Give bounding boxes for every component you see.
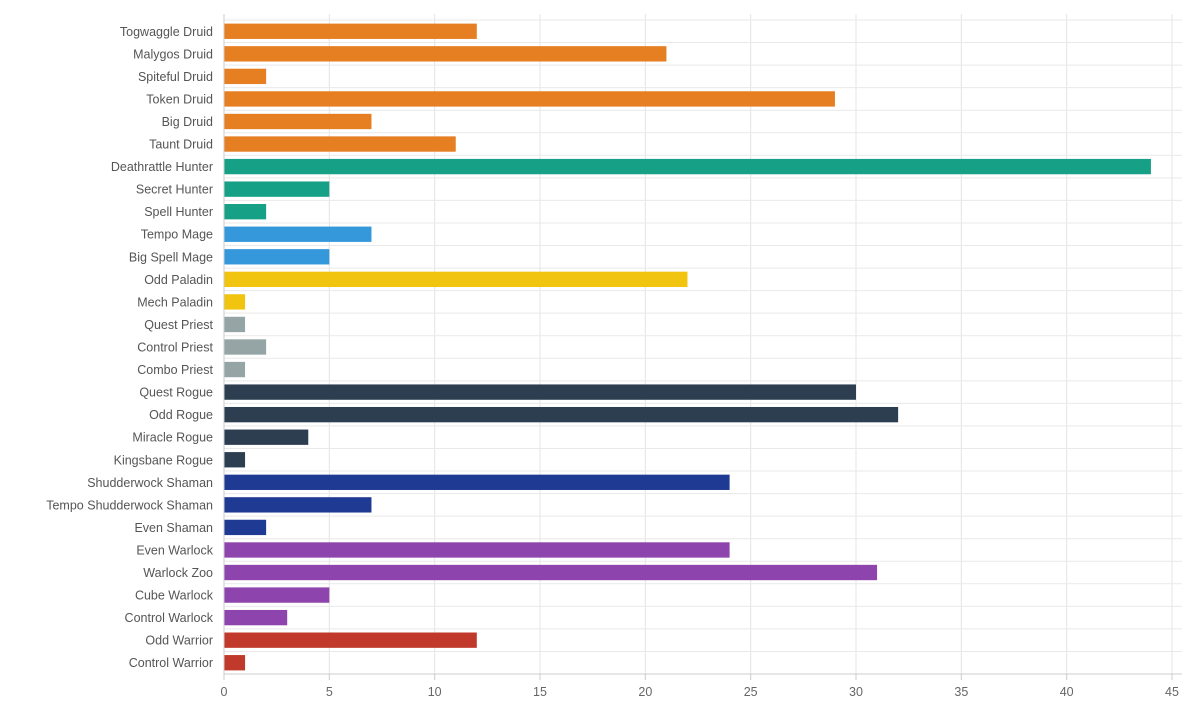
category-label: Tempo Mage	[141, 228, 213, 242]
category-label: Combo Priest	[137, 363, 213, 377]
bar[interactable]	[224, 655, 246, 671]
bar[interactable]	[224, 226, 372, 242]
bar[interactable]	[224, 339, 267, 355]
category-label: Cube Warlock	[135, 589, 214, 603]
x-tick-label: 0	[221, 685, 228, 699]
category-label: Taunt Druid	[149, 138, 213, 152]
bar[interactable]	[224, 609, 288, 626]
category-label: Spiteful Druid	[138, 70, 213, 84]
bar[interactable]	[224, 474, 730, 490]
category-label: Mech Paladin	[137, 295, 213, 309]
bar[interactable]	[224, 429, 309, 445]
category-label: Token Druid	[146, 92, 213, 106]
category-label: Control Warrior	[129, 656, 213, 670]
bar[interactable]	[224, 249, 330, 265]
category-label: Spell Hunter	[144, 205, 213, 219]
x-tick-label: 35	[954, 685, 968, 699]
bar[interactable]	[224, 46, 667, 62]
bar[interactable]	[224, 452, 246, 468]
bar[interactable]	[224, 564, 878, 581]
axes	[223, 14, 1182, 680]
bar[interactable]	[224, 136, 456, 152]
bar[interactable]	[224, 406, 899, 423]
category-label: Big Spell Mage	[129, 250, 213, 264]
category-label: Even Shaman	[134, 521, 213, 535]
bar[interactable]	[224, 361, 246, 378]
bars	[224, 23, 1151, 671]
bar[interactable]	[224, 113, 372, 130]
bar[interactable]	[224, 316, 246, 333]
x-tick-label: 25	[744, 685, 758, 699]
category-label: Malygos Druid	[133, 47, 213, 61]
category-label: Control Warlock	[125, 611, 214, 625]
category-label: Quest Rogue	[139, 386, 213, 400]
category-label: Control Priest	[137, 341, 213, 355]
bar[interactable]	[224, 632, 477, 648]
category-label: Shudderwock Shaman	[87, 476, 213, 490]
bar[interactable]	[224, 68, 267, 85]
category-label: Big Druid	[162, 115, 213, 129]
bar[interactable]	[224, 181, 330, 197]
bar[interactable]	[224, 519, 267, 536]
x-tick-label: 30	[849, 685, 863, 699]
category-label: Odd Rogue	[149, 408, 213, 422]
bar[interactable]	[224, 91, 835, 107]
x-tick-label: 10	[428, 685, 442, 699]
bar[interactable]	[224, 204, 267, 220]
category-label: Kingsbane Rogue	[114, 453, 213, 467]
category-label: Odd Warrior	[145, 634, 213, 648]
category-label: Deathrattle Hunter	[111, 160, 213, 174]
bar[interactable]	[224, 294, 246, 310]
bar[interactable]	[224, 587, 330, 603]
category-label: Quest Priest	[144, 318, 213, 332]
x-tick-label: 20	[638, 685, 652, 699]
category-labels: Togwaggle Druid Malygos Druid Spiteful Dru…	[46, 25, 214, 670]
bar[interactable]	[224, 271, 688, 288]
bar[interactable]	[224, 497, 372, 513]
category-label: Even Warlock	[136, 543, 213, 557]
category-label: Odd Paladin	[144, 273, 213, 287]
bar[interactable]	[224, 23, 477, 39]
bar[interactable]	[224, 158, 1151, 175]
x-tick-label: 45	[1165, 685, 1179, 699]
x-tick-label: 5	[326, 685, 333, 699]
bar[interactable]	[224, 384, 856, 400]
category-label: Warlock Zoo	[143, 566, 213, 580]
x-tick-label: 40	[1060, 685, 1074, 699]
bar[interactable]	[224, 542, 730, 558]
category-label: Togwaggle Druid	[120, 25, 213, 39]
category-label: Secret Hunter	[136, 183, 213, 197]
x-tick-label: 15	[533, 685, 547, 699]
category-label: Tempo Shudderwock Shaman	[46, 498, 213, 512]
x-tick-labels: 0 5 10 15 20 25 30 35 40 45	[221, 685, 1179, 699]
category-label: Miracle Rogue	[132, 431, 213, 445]
